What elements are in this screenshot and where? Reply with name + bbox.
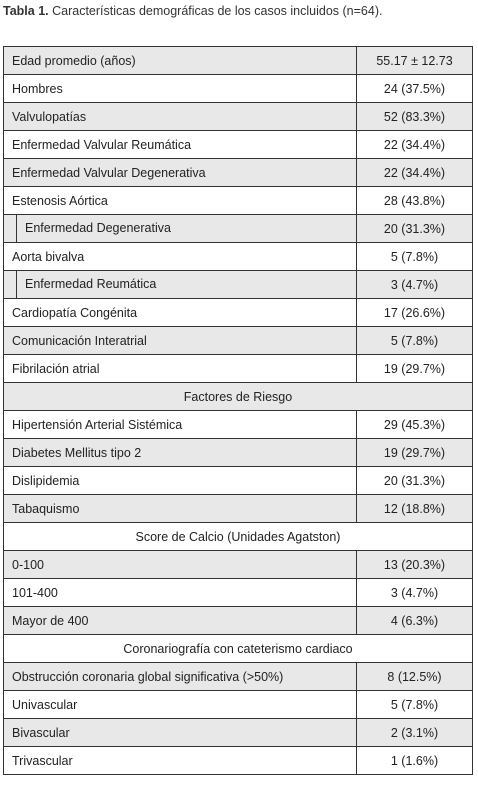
caption: Tabla 1. Características demográficas de…: [3, 4, 382, 18]
table-row: 0-100 13 (20.3%): [3, 550, 473, 579]
table-row: Score de Calcio (Unidades Agatston): [3, 522, 473, 551]
row-value: 17 (26.6%): [356, 298, 473, 327]
row-value: 3 (4.7%): [356, 578, 473, 607]
table-row: Enfermedad Valvular Degenerativa 22 (34.4…: [3, 158, 473, 187]
row-label: Tabaquismo: [3, 494, 357, 523]
row-label: Enfermedad Degenerativa: [3, 214, 357, 243]
row-label: Mayor de 400: [3, 606, 357, 635]
row-label: Bivascular: [3, 718, 357, 747]
table-row: Estenosis Aórtica 28 (43.8%): [3, 186, 473, 215]
caption-label: Tabla 1.: [3, 4, 49, 18]
table-row: Hombres 24 (37.5%): [3, 74, 473, 103]
row-label: Estenosis Aórtica: [3, 186, 357, 215]
table-row: Enfermedad Reumática 3 (4.7%): [3, 270, 473, 299]
section-header: Factores de Riesgo: [3, 382, 473, 411]
row-value: 20 (31.3%): [356, 466, 473, 495]
row-label: Comunicación Interatrial: [3, 326, 357, 355]
table-row: Bivascular 2 (3.1%): [3, 718, 473, 747]
row-value: 28 (43.8%): [356, 186, 473, 215]
row-value: 5 (7.8%): [356, 326, 473, 355]
table-row: Edad promedio (años) 55.17 ± 12.73: [3, 46, 473, 75]
table-row: Tabaquismo 12 (18.8%): [3, 494, 473, 523]
row-label: Edad promedio (años): [3, 46, 357, 75]
row-value: 8 (12.5%): [356, 662, 473, 691]
table-row: Enfermedad Valvular Reumática 22 (34.4%): [3, 130, 473, 159]
table-row: Dislipidemia 20 (31.3%): [3, 466, 473, 495]
row-value: 13 (20.3%): [356, 550, 473, 579]
row-label: Hipertensión Arterial Sistémica: [3, 410, 357, 439]
table-row: Enfermedad Degenerativa 20 (31.3%): [3, 214, 473, 243]
row-value: 55.17 ± 12.73: [356, 46, 473, 75]
table-row: Valvulopatías 52 (83.3%): [3, 102, 473, 131]
row-label: Hombres: [3, 74, 357, 103]
row-label: Diabetes Mellitus tipo 2: [3, 438, 357, 467]
section-header: Coronariografía con cateterismo cardiaco: [3, 634, 473, 663]
table-row: Fibrilación atrial 19 (29.7%): [3, 354, 473, 383]
row-label: Enfermedad Valvular Reumática: [3, 130, 357, 159]
row-label: Dislipidemia: [3, 466, 357, 495]
row-label: 101-400: [3, 578, 357, 607]
row-value: 12 (18.8%): [356, 494, 473, 523]
row-label-text: Enfermedad Reumática: [16, 271, 356, 298]
row-label: Univascular: [3, 690, 357, 719]
table-row: Aorta bivalva 5 (7.8%): [3, 242, 473, 271]
row-value: 29 (45.3%): [356, 410, 473, 439]
table-row: Cardiopatía Congénita 17 (26.6%): [3, 298, 473, 327]
table: Edad promedio (años) 55.17 ± 12.73 Hombres…: [3, 46, 473, 775]
row-value: 20 (31.3%): [356, 214, 473, 243]
table-row: 101-400 3 (4.7%): [3, 578, 473, 607]
table-row: Comunicación Interatrial 5 (7.8%): [3, 326, 473, 355]
row-label: Cardiopatía Congénita: [3, 298, 357, 327]
table-row: Mayor de 400 4 (6.3%): [3, 606, 473, 635]
table-row: Diabetes Mellitus tipo 2 19 (29.7%): [3, 438, 473, 467]
row-value: 19 (29.7%): [356, 438, 473, 467]
caption-title: Características demográficas de los caso…: [52, 4, 383, 18]
row-value: 2 (3.1%): [356, 718, 473, 747]
row-label: 0-100: [3, 550, 357, 579]
section-header: Score de Calcio (Unidades Agatston): [3, 522, 473, 551]
row-label: Obstrucción coronaria global significati…: [3, 662, 357, 691]
table-row: Coronariografía con cateterismo cardiaco: [3, 634, 473, 663]
row-value: 3 (4.7%): [356, 270, 473, 299]
row-label: Enfermedad Valvular Degenerativa: [3, 158, 357, 187]
row-value: 24 (37.5%): [356, 74, 473, 103]
row-value: 52 (83.3%): [356, 102, 473, 131]
row-value: 5 (7.8%): [356, 690, 473, 719]
row-label: Trivascular: [3, 746, 357, 775]
table-row: Univascular 5 (7.8%): [3, 690, 473, 719]
row-label: Valvulopatías: [3, 102, 357, 131]
table-row: Obstrucción coronaria global significati…: [3, 662, 473, 691]
row-value: 5 (7.8%): [356, 242, 473, 271]
row-value: 19 (29.7%): [356, 354, 473, 383]
row-value: 4 (6.3%): [356, 606, 473, 635]
row-value: 22 (34.4%): [356, 130, 473, 159]
row-label: Fibrilación atrial: [3, 354, 357, 383]
row-value: 22 (34.4%): [356, 158, 473, 187]
table-row: Factores de Riesgo: [3, 382, 473, 411]
table-row: Trivascular 1 (1.6%): [3, 746, 473, 775]
table-row: Hipertensión Arterial Sistémica 29 (45.3%…: [3, 410, 473, 439]
row-value: 1 (1.6%): [356, 746, 473, 775]
row-label: Aorta bivalva: [3, 242, 357, 271]
row-label-text: Enfermedad Degenerativa: [16, 215, 356, 242]
row-label: Enfermedad Reumática: [3, 270, 357, 299]
